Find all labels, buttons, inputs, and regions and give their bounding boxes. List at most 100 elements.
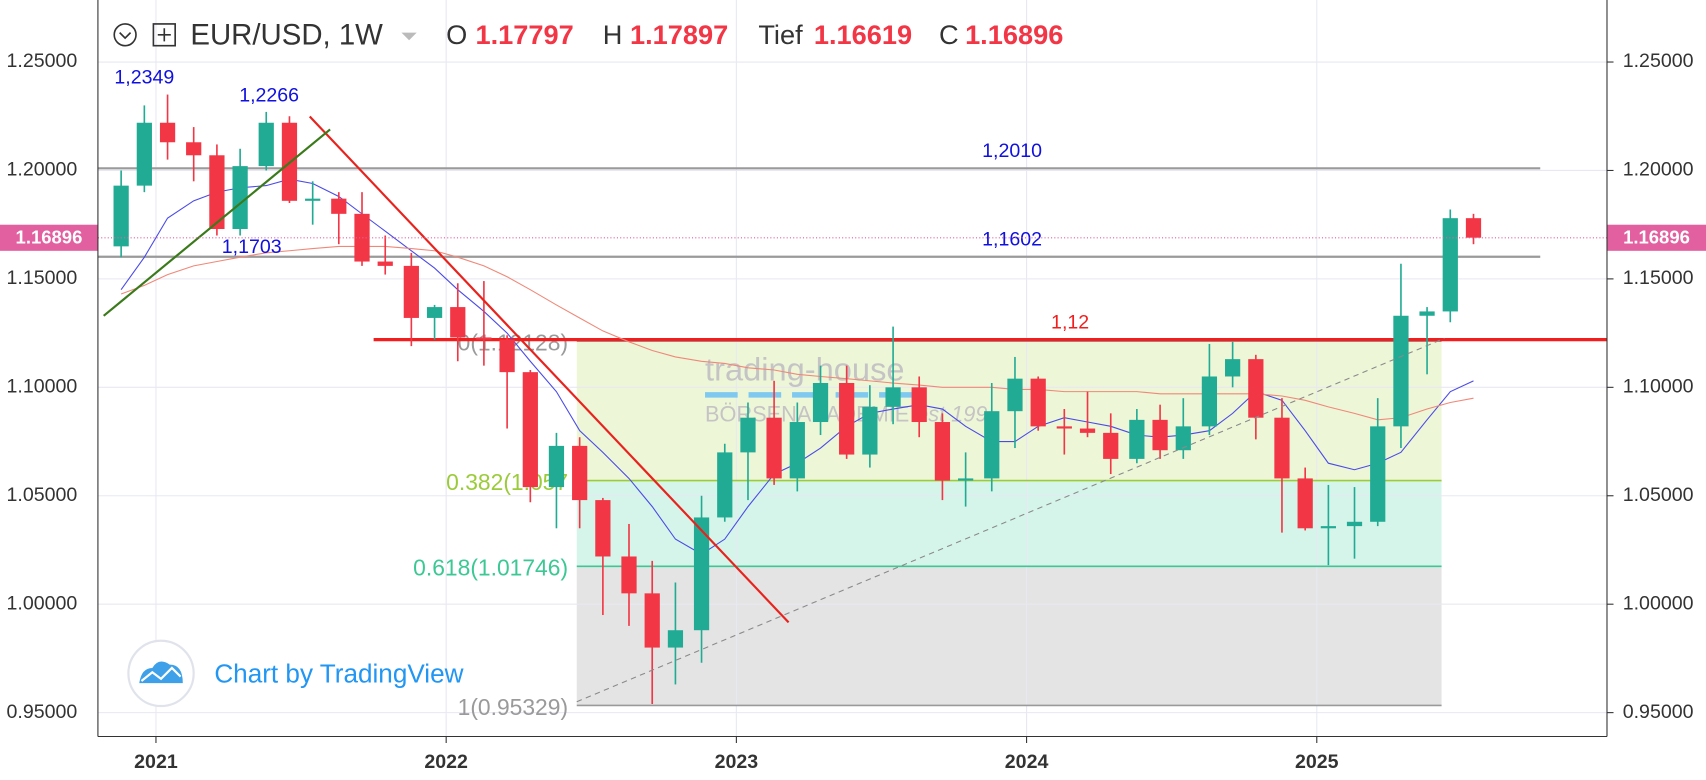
candle-body xyxy=(450,307,466,338)
candle-body xyxy=(232,166,248,230)
candle-body xyxy=(572,445,588,501)
candle-body xyxy=(984,411,1000,479)
ohlc-label: O xyxy=(446,19,467,50)
candle-body xyxy=(258,122,274,167)
y-tick-label-right: 1.25000 xyxy=(1623,50,1694,72)
ohlc-value: 1.17797 xyxy=(475,19,573,50)
attribution[interactable]: Chart by TradingView xyxy=(214,658,463,688)
candle-body xyxy=(1225,359,1241,377)
candle-body xyxy=(1007,378,1023,412)
y-tick-label-right: 1.00000 xyxy=(1623,592,1694,614)
candle-body xyxy=(499,339,515,373)
y-tick-label: 0.95000 xyxy=(7,701,78,723)
ohlc-value: 1.16896 xyxy=(965,19,1063,50)
x-tick-label: 2021 xyxy=(134,751,178,773)
horizontal-line-label: 1,12 xyxy=(1051,311,1089,333)
candle-body xyxy=(1419,311,1435,316)
price-annotation: 1,1703 xyxy=(222,236,282,258)
tradingview-icon-line xyxy=(140,666,182,682)
y-tick-label: 1.05000 xyxy=(7,484,78,506)
ohlc-label: Tief xyxy=(758,19,803,50)
candle-body xyxy=(740,417,756,453)
trendline xyxy=(308,115,790,624)
y-tick-label-right: 1.05000 xyxy=(1623,484,1694,506)
ohlc-value: 1.16619 xyxy=(814,19,912,50)
moving-average xyxy=(120,245,1474,421)
price-annotation: 1,2349 xyxy=(114,67,174,89)
y-tick-label-right: 1.15000 xyxy=(1623,267,1694,289)
candle-body xyxy=(1297,478,1313,529)
candle-body xyxy=(1030,378,1046,427)
collapse-button[interactable] xyxy=(113,23,137,47)
y-tick-label-right: 1.20000 xyxy=(1623,159,1694,181)
candle-body xyxy=(1370,426,1386,522)
fib-zone xyxy=(576,566,1442,706)
candle-body xyxy=(1274,417,1290,479)
watermark-est: est 199 xyxy=(916,401,987,426)
candle-body xyxy=(186,142,202,156)
candle-body xyxy=(209,155,225,230)
candle-body xyxy=(667,630,684,648)
candle-body xyxy=(621,556,637,594)
candle-body xyxy=(522,372,538,488)
candle-body xyxy=(766,417,782,479)
candle-body xyxy=(113,185,129,247)
candle-body xyxy=(862,406,878,455)
candle-body xyxy=(1393,315,1409,427)
ohlc-label: C xyxy=(939,19,959,50)
candle-body xyxy=(548,445,565,488)
candle-body xyxy=(377,261,393,266)
candle-body xyxy=(911,387,927,423)
candle-body xyxy=(789,422,805,479)
y-tick-label: 1.15000 xyxy=(7,267,78,289)
candle-body xyxy=(1079,428,1096,433)
fib-level-label: 1(0.95329) xyxy=(458,694,568,720)
candle-body xyxy=(1465,218,1482,238)
candle-body xyxy=(1320,526,1337,529)
candle-body xyxy=(1442,218,1458,312)
candle-body xyxy=(693,517,710,631)
candle-body xyxy=(1056,426,1072,429)
candle-body xyxy=(595,500,611,557)
x-tick-label: 2022 xyxy=(424,751,468,773)
candle-body xyxy=(1346,521,1363,527)
candle-body xyxy=(717,452,733,518)
candle-body xyxy=(305,198,321,201)
candle-body xyxy=(426,307,443,318)
collapse-icon xyxy=(119,32,132,40)
horizontal-line-label: 1,1602 xyxy=(982,229,1042,251)
candle-body xyxy=(331,198,347,214)
last-price-box xyxy=(1606,224,1706,251)
candle-body xyxy=(644,593,660,648)
candle-body xyxy=(839,382,855,455)
candle-body xyxy=(812,382,829,423)
candle-body xyxy=(1103,432,1119,459)
symbol-dropdown[interactable] xyxy=(401,32,417,41)
x-tick-label: 2025 xyxy=(1295,751,1339,773)
last-price-label: 1.16896 xyxy=(1623,227,1690,248)
watermark: trading-house xyxy=(705,351,905,388)
fib-level-label: 0.618(1.01746) xyxy=(413,555,568,581)
symbol[interactable]: EUR/USD, 1W xyxy=(190,19,383,52)
horizontal-line-label: 1,2010 xyxy=(982,140,1042,162)
ohlc-label: H xyxy=(603,19,623,50)
trendline xyxy=(576,337,1445,703)
candle-body xyxy=(1152,419,1168,451)
y-tick-label: 1.10000 xyxy=(7,375,78,397)
candle-body xyxy=(354,213,370,262)
candle-body xyxy=(1175,426,1191,451)
add-button[interactable] xyxy=(152,23,176,47)
ohlc-value: 1.17897 xyxy=(630,19,728,50)
y-tick-label-right: 1.10000 xyxy=(1623,375,1694,397)
candle-body xyxy=(136,122,152,186)
y-tick-label-right: 0.95000 xyxy=(1623,701,1694,723)
candle-body xyxy=(159,122,176,143)
fib-level-label: 0.382(1.057 xyxy=(446,469,568,495)
candle-body xyxy=(885,387,901,407)
candle-body xyxy=(958,478,974,481)
last-price-box xyxy=(0,224,98,251)
y-tick-label: 1.25000 xyxy=(7,50,78,72)
watermark-sub: BÖRSENAKADEMIE xyxy=(705,401,909,426)
candle-body xyxy=(1129,419,1145,459)
